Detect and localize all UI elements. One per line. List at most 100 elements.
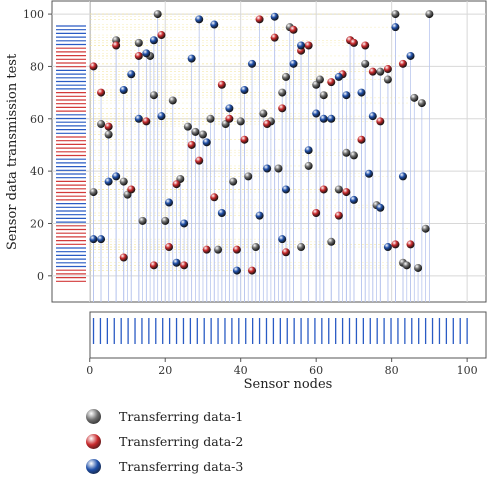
data-point-series-3: [281, 185, 290, 194]
data-point-series-1: [183, 122, 192, 131]
data-point-series-3: [202, 138, 211, 147]
data-point-series-3: [104, 177, 113, 186]
data-point-series-1: [421, 224, 430, 233]
x-tick-label: 20: [158, 364, 172, 377]
data-point-series-2: [202, 245, 211, 254]
data-point-series-1: [304, 161, 313, 170]
data-point-series-3: [334, 72, 343, 81]
data-point-series-2: [304, 41, 313, 50]
data-point-series-1: [414, 263, 423, 272]
data-point-series-2: [112, 41, 121, 50]
data-point-series-3: [357, 88, 366, 97]
data-point-series-3: [406, 51, 415, 60]
data-point-series-3: [127, 70, 136, 79]
data-point-series-2: [210, 193, 219, 202]
data-point-series-2: [349, 38, 358, 47]
data-point-series-1: [334, 185, 343, 194]
data-point-series-3: [119, 85, 128, 94]
data-point-series-2: [319, 185, 328, 194]
data-point-series-1: [198, 130, 207, 139]
data-point-series-2: [127, 185, 136, 194]
data-point-series-3: [342, 91, 351, 100]
data-point-series-3: [217, 209, 226, 218]
data-points: [89, 10, 434, 275]
y-tick-label: 80: [30, 60, 44, 73]
legend-marker-data-1: [86, 409, 101, 424]
data-point-series-3: [195, 15, 204, 24]
data-point-series-2: [149, 261, 158, 270]
data-point-series-1: [138, 216, 147, 225]
data-point-series-3: [376, 203, 385, 212]
data-point-series-2: [217, 80, 226, 89]
legend-label-data-1: Transferring data-1: [119, 409, 244, 424]
data-point-series-1: [244, 172, 253, 181]
x-tick-label: 60: [309, 364, 323, 377]
data-point-series-1: [259, 109, 268, 118]
data-point-series-1: [229, 177, 238, 186]
data-point-series-2: [278, 104, 287, 113]
data-point-series-3: [240, 85, 249, 94]
data-point-series-2: [172, 180, 181, 189]
data-point-series-1: [89, 188, 98, 197]
data-point-series-1: [315, 75, 324, 84]
data-point-series-3: [248, 59, 257, 68]
legend-item-data-2: Transferring data-2: [86, 429, 243, 454]
data-point-series-2: [255, 15, 264, 24]
data-point-series-3: [383, 243, 392, 252]
data-point-series-2: [134, 51, 143, 60]
data-point-series-2: [361, 41, 370, 50]
data-point-series-3: [304, 146, 313, 155]
data-point-series-1: [383, 75, 392, 84]
data-point-series-1: [104, 130, 113, 139]
data-point-series-2: [119, 253, 128, 262]
bottom-index-bars: [92, 318, 468, 344]
y-tick-label: 40: [30, 165, 44, 178]
data-point-series-2: [342, 188, 351, 197]
data-point-series-2: [357, 135, 366, 144]
data-point-series-3: [172, 258, 181, 267]
data-point-series-2: [157, 31, 166, 40]
data-point-series-1: [191, 127, 200, 136]
data-point-series-1: [376, 67, 385, 76]
data-point-series-2: [195, 156, 204, 165]
data-point-series-3: [263, 164, 272, 173]
data-point-series-2: [164, 243, 173, 252]
data-point-series-3: [319, 114, 328, 123]
data-point-series-3: [164, 198, 173, 207]
legend-label-data-2: Transferring data-2: [119, 434, 244, 449]
data-point-series-1: [342, 148, 351, 157]
axis-ticks: 0 20 40 60 80 100 0 20 40 60 80 100: [23, 8, 478, 377]
data-point-series-1: [410, 93, 419, 102]
data-point-series-3: [365, 169, 374, 178]
legend-label-data-3: Transferring data-3: [119, 459, 244, 474]
data-point-series-1: [349, 151, 358, 160]
data-point-series-2: [270, 33, 279, 42]
legend-marker-data-3: [86, 459, 101, 474]
data-point-series-2: [391, 240, 400, 249]
data-point-series-1: [327, 237, 336, 246]
data-point-series-2: [334, 211, 343, 220]
data-point-series-1: [97, 120, 106, 129]
data-point-series-3: [97, 235, 106, 244]
data-point-series-2: [263, 120, 272, 129]
data-point-series-1: [214, 245, 223, 254]
data-point-series-3: [255, 211, 264, 220]
scatter-chart: 0 20 40 60 80 100 0 20 40 60 80 100 Sensor nodes Se…: [5, 0, 487, 392]
data-point-series-3: [270, 12, 279, 21]
y-tick-label: 60: [30, 113, 44, 126]
data-point-series-1: [149, 91, 158, 100]
data-point-series-3: [312, 109, 321, 118]
data-point-series-1: [119, 177, 128, 186]
data-point-series-2: [142, 117, 151, 126]
data-point-series-1: [153, 10, 162, 19]
y-tick-label: 0: [37, 270, 44, 283]
data-point-series-1: [402, 261, 411, 270]
data-point-series-2: [312, 209, 321, 218]
data-point-series-3: [368, 112, 377, 121]
y-axis-title: Sensor data transmission test: [5, 53, 20, 250]
data-point-series-1: [168, 96, 177, 105]
data-point-series-2: [248, 266, 257, 275]
data-point-series-3: [149, 36, 158, 45]
data-point-series-1: [417, 99, 426, 108]
data-point-series-1: [236, 117, 245, 126]
